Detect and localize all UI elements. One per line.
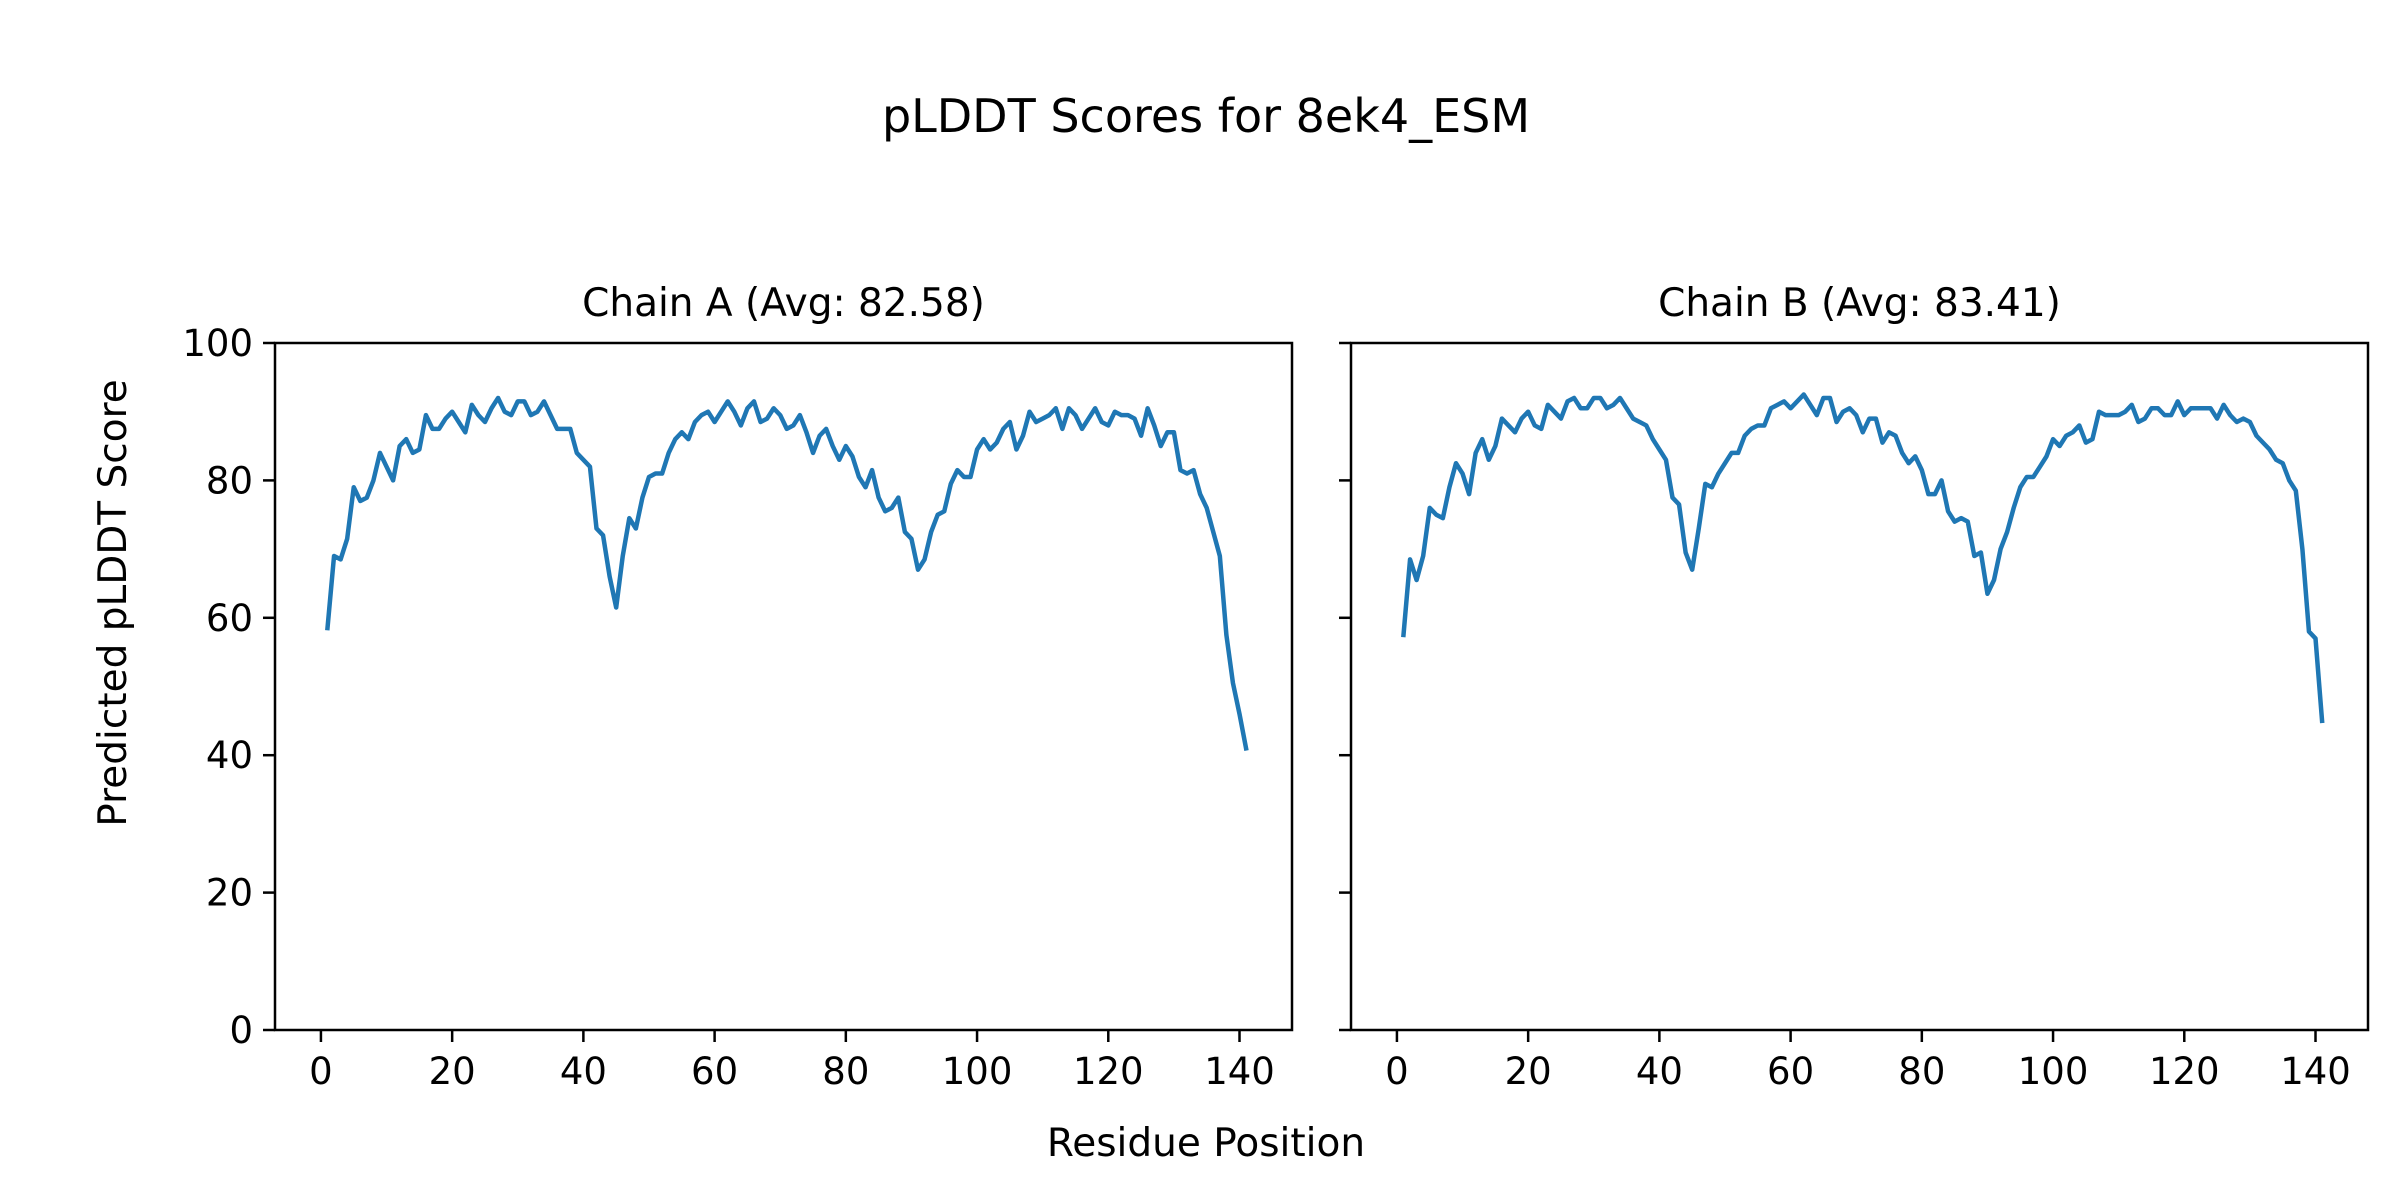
- chain-a-x-tick-label: 0: [309, 1050, 333, 1093]
- chain-a-y-tick-label: 40: [206, 734, 253, 777]
- chain-a-plddt-line: [325, 395, 1249, 751]
- chain-b-x-tick-label: 20: [1505, 1050, 1552, 1093]
- chain-b-x-tick-label: 100: [2018, 1050, 2089, 1093]
- chain-b-x-tick-label: 0: [1385, 1050, 1409, 1093]
- chain-b-x-tick-label: 60: [1767, 1050, 1814, 1093]
- chain-b-x-tick-label: 120: [2149, 1050, 2220, 1093]
- chain-a-y-tick-label: 0: [229, 1009, 253, 1052]
- chain-a-x-tick-label: 80: [822, 1050, 869, 1093]
- chain-a-y-tick-label: 100: [182, 322, 253, 365]
- chain-a-x-tick-label: 100: [942, 1050, 1013, 1093]
- chain-b-plddt-line: [1401, 392, 2325, 724]
- chain-a-y-tick-label: 80: [206, 459, 253, 502]
- chart-panel-chain-b: Chain B (Avg: 83.41) 0 20 40 60 80 100 120 140: [1339, 281, 2370, 1093]
- shared-y-axis-label: Predicted pLDDT Score: [91, 379, 136, 826]
- figure-title: pLDDT Scores for 8ek4_ESM: [882, 89, 1530, 143]
- chain-a-title: Chain A (Avg: 82.58): [582, 281, 985, 326]
- chain-a-x-tick-label: 20: [429, 1050, 476, 1093]
- chain-b-axes-frame: [1349, 341, 2370, 1032]
- shared-x-axis-label: Residue Position: [1047, 1121, 1365, 1166]
- chain-a-y-tick-label: 20: [206, 872, 253, 915]
- chain-a-x-tick-label: 40: [560, 1050, 607, 1093]
- chain-b-title: Chain B (Avg: 83.41): [1658, 281, 2061, 326]
- chain-a-y-tick-label: 60: [206, 597, 253, 640]
- chart-panel-chain-a: Chain A (Avg: 82.58) 0 20 40 60 80 100 120 140 0 2…: [182, 281, 1294, 1093]
- chain-a-x-tick-label: 60: [691, 1050, 738, 1093]
- chain-b-x-tick-label: 40: [1636, 1050, 1683, 1093]
- chain-a-x-tick-label: 120: [1073, 1050, 1144, 1093]
- chain-b-x-tick-label: 80: [1898, 1050, 1945, 1093]
- chain-a-x-tick-label: 140: [1204, 1050, 1275, 1093]
- chain-a-axes-frame: [273, 341, 1294, 1032]
- chain-b-x-tick-label: 140: [2280, 1050, 2351, 1093]
